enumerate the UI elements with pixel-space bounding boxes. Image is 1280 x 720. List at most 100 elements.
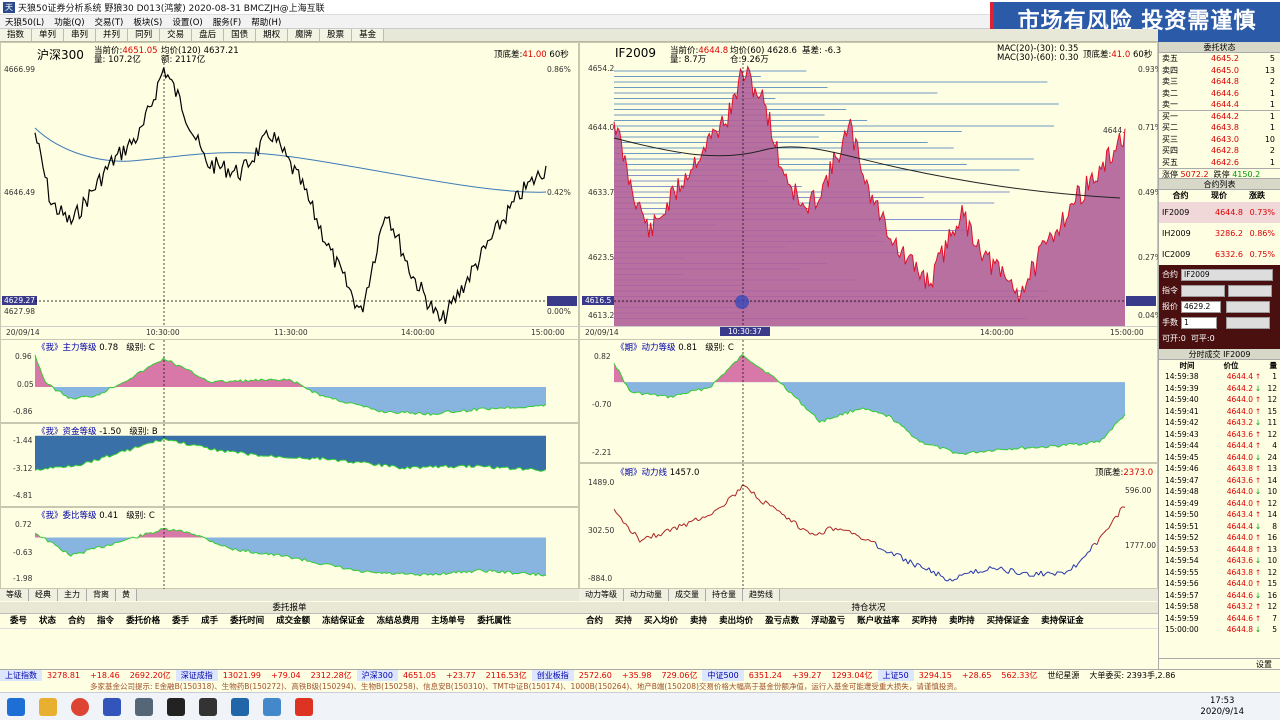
position-col-1[interactable]: 买持 bbox=[615, 616, 633, 626]
order-col-2[interactable]: 合约 bbox=[68, 616, 86, 626]
position-col-8[interactable]: 买昨持 bbox=[911, 616, 938, 626]
order-col-10[interactable]: 冻结总费用 bbox=[376, 616, 420, 626]
file-explorer-icon[interactable] bbox=[39, 697, 57, 716]
office-icon[interactable] bbox=[295, 697, 313, 716]
order-col-11[interactable]: 主场单号 bbox=[431, 616, 466, 626]
command-select-2[interactable] bbox=[1228, 284, 1272, 297]
order-col-0[interactable]: 委号 bbox=[10, 616, 28, 626]
order-col-5[interactable]: 委手 bbox=[172, 616, 190, 626]
orderbook-row[interactable]: 卖一 4644.4 1 bbox=[1159, 99, 1280, 111]
tab-11[interactable]: 基金 bbox=[352, 29, 385, 41]
menu-item-5[interactable]: 服务(F) bbox=[212, 17, 242, 28]
right-indicator-2[interactable]: 《期》动力线 1457.0 顶底差:2373.0 1489.0 302.50 -… bbox=[579, 463, 1158, 590]
position-col-6[interactable]: 浮动盈亏 bbox=[811, 616, 846, 626]
contract-select[interactable]: IF2009 bbox=[1181, 268, 1273, 281]
left-bottom-tab-3[interactable]: 背离 bbox=[87, 589, 116, 601]
left-bottom-tab-1[interactable]: 经典 bbox=[29, 589, 58, 601]
position-col-3[interactable]: 卖持 bbox=[690, 616, 708, 626]
orderbook-row[interactable]: 卖四 4645.0 13 bbox=[1162, 65, 1275, 75]
position-col-2[interactable]: 买入均价 bbox=[644, 616, 679, 626]
tab-0[interactable]: 指数 bbox=[0, 29, 33, 41]
price-type-select[interactable] bbox=[1226, 300, 1270, 313]
order-col-6[interactable]: 成手 bbox=[201, 616, 219, 626]
order-col-8[interactable]: 成交金额 bbox=[276, 616, 311, 626]
menu-item-3[interactable]: 板块(S) bbox=[133, 17, 163, 28]
orderbook-row[interactable]: 买三 4643.0 10 bbox=[1162, 134, 1275, 144]
windows-start-icon[interactable] bbox=[7, 697, 25, 716]
right-price-panel[interactable]: IF2009 当前价:4644.8 均价(60) 4628.6 基差: -6.3… bbox=[579, 42, 1162, 339]
order-col-7[interactable]: 委托时间 bbox=[230, 616, 265, 626]
qty-type-select[interactable] bbox=[1226, 316, 1270, 329]
right-bottom-tab-0[interactable]: 动力等级 bbox=[579, 589, 624, 601]
position-col-0[interactable]: 合约 bbox=[586, 616, 604, 626]
tab-2[interactable]: 串列 bbox=[64, 29, 97, 41]
orderbook-row[interactable]: 卖二 4644.6 1 bbox=[1162, 88, 1275, 98]
left-indicator-2[interactable]: 《我》资金等级 -1.50 级别: B -1.44 -3.12 -4.81 bbox=[0, 423, 579, 508]
price-input[interactable]: 4629.2 bbox=[1181, 300, 1221, 313]
position-col-7[interactable]: 账户收益率 bbox=[857, 616, 900, 626]
contract-row[interactable]: IF2009 4644.8 0.73% bbox=[1159, 201, 1280, 223]
position-col-5[interactable]: 盈亏点数 bbox=[765, 616, 800, 626]
right-bottom-tab-3[interactable]: 持仓量 bbox=[706, 589, 743, 601]
command-select[interactable] bbox=[1181, 284, 1225, 297]
index-name[interactable]: 上证指数 bbox=[0, 670, 42, 681]
left-indicator-3[interactable]: 《我》委比等级 0.41 级别: C 0.72 -0.63 -1.98 bbox=[0, 507, 579, 590]
index-name[interactable]: 中证500 bbox=[702, 670, 744, 681]
left-bottom-tab-0[interactable]: 等级 bbox=[0, 589, 29, 601]
right-bottom-tab-4[interactable]: 趋势线 bbox=[743, 589, 780, 601]
menu-item-2[interactable]: 交易(T) bbox=[94, 17, 124, 28]
position-col-10[interactable]: 买持保证金 bbox=[986, 616, 1030, 626]
tab-10[interactable]: 股票 bbox=[320, 29, 353, 41]
tab-3[interactable]: 并列 bbox=[96, 29, 129, 41]
order-col-1[interactable]: 状态 bbox=[39, 616, 57, 626]
index-name[interactable]: 创业板指 bbox=[531, 670, 574, 681]
order-col-3[interactable]: 指令 bbox=[97, 616, 115, 626]
orderbook-row[interactable]: 买五 4642.6 1 bbox=[1162, 157, 1275, 167]
right-bottom-tab-1[interactable]: 动力动量 bbox=[624, 589, 669, 601]
index-name[interactable]: 沪深300 bbox=[356, 670, 398, 681]
position-col-11[interactable]: 卖持保证金 bbox=[1041, 616, 1084, 626]
clock[interactable]: 17:53 2020/9/14 bbox=[1200, 696, 1244, 717]
menu-item-4[interactable]: 设置(O) bbox=[172, 17, 203, 28]
index-name[interactable]: 深证成指 bbox=[175, 670, 218, 681]
right-indicator-1[interactable]: 《期》动力等级 0.81 级别: C 0.82 -0.70 -2.21 bbox=[579, 339, 1158, 464]
left-indicator-1[interactable]: 《我》主力等级 0.78 级别: C 0.96 0.05 -0.86 bbox=[0, 339, 579, 424]
qty-input[interactable]: 1 bbox=[1181, 316, 1217, 329]
tab-6[interactable]: 盘后 bbox=[192, 29, 225, 41]
orderbook-row[interactable]: 买二 4643.8 1 bbox=[1162, 123, 1275, 132]
orderbook-row[interactable]: 卖五 4645.2 5 bbox=[1162, 54, 1275, 63]
order-col-9[interactable]: 冻结保证金 bbox=[322, 616, 365, 626]
menu-item-0[interactable]: 天狼50(L) bbox=[5, 17, 45, 28]
right-bottom-tab-2[interactable]: 成交量 bbox=[669, 589, 706, 601]
contract-row[interactable]: IC2009 6332.6 0.75% bbox=[1162, 249, 1275, 259]
position-col-4[interactable]: 卖出均价 bbox=[719, 616, 754, 626]
left-bottom-tab-2[interactable]: 主力 bbox=[58, 589, 87, 601]
tab-7[interactable]: 国债 bbox=[224, 29, 257, 41]
orderbook-row[interactable]: 买一 4644.2 1 bbox=[1162, 111, 1275, 121]
wolf-app-icon[interactable] bbox=[167, 697, 185, 716]
tab-9[interactable]: 魔牌 bbox=[288, 29, 321, 41]
order-col-4[interactable]: 委托价格 bbox=[126, 616, 161, 626]
tab-5[interactable]: 交易 bbox=[160, 29, 193, 41]
order-col-12[interactable]: 委托属性 bbox=[477, 616, 512, 626]
tab-8[interactable]: 期权 bbox=[256, 29, 289, 41]
left-bottom-tab-4[interactable]: 黄 bbox=[116, 589, 137, 601]
contract-row[interactable]: IH2009 3286.2 0.86% bbox=[1162, 228, 1275, 238]
tab-4[interactable]: 同列 bbox=[128, 29, 161, 41]
menu-item-1[interactable]: 功能(Q) bbox=[54, 17, 85, 28]
down-arrow-icon: ↓ bbox=[1254, 418, 1262, 427]
orderbook-row[interactable]: 卖三 4644.8 2 bbox=[1162, 77, 1275, 86]
chrome-icon[interactable] bbox=[71, 697, 89, 716]
wolf-app-2-icon[interactable] bbox=[199, 697, 217, 716]
orderbook-row[interactable]: 买四 4642.8 2 bbox=[1162, 146, 1275, 155]
monitor-icon[interactable] bbox=[231, 697, 249, 716]
calculator-icon[interactable] bbox=[135, 697, 153, 716]
index-name[interactable]: 上证50 bbox=[877, 670, 914, 681]
app-pen-icon[interactable] bbox=[103, 697, 121, 716]
app-window-icon[interactable] bbox=[263, 697, 281, 716]
settings-button[interactable]: 设置 bbox=[1159, 658, 1280, 670]
tab-1[interactable]: 单列 bbox=[32, 29, 65, 41]
left-price-panel[interactable]: 沪深300 当前价:4651.05 均价(120) 4637.21 量: 107… bbox=[0, 42, 579, 339]
menu-item-6[interactable]: 帮助(H) bbox=[251, 17, 282, 28]
position-col-9[interactable]: 卖昨持 bbox=[949, 616, 975, 626]
